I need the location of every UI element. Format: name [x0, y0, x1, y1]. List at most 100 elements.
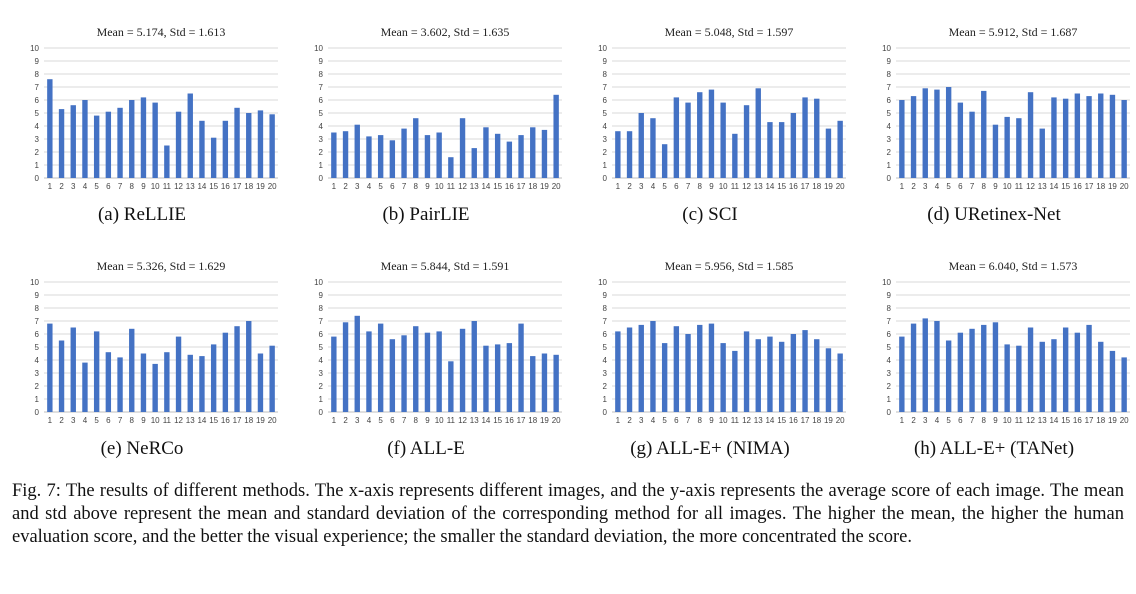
bar: [377, 323, 384, 412]
y-tick-label: 6: [35, 96, 40, 105]
x-tick-label: 1: [616, 182, 621, 191]
x-tick-label: 3: [639, 182, 644, 191]
x-tick-label: 16: [1073, 182, 1082, 191]
y-tick-label: 3: [887, 369, 892, 378]
bar: [650, 321, 656, 412]
y-tick-label: 10: [598, 44, 607, 53]
chart-panel: Mean = 5.326, Std = 1.629 0 1 2 3 4 5 6 7 8 9 10 1 2 3…: [0, 234, 284, 469]
x-tick-label: 14: [197, 416, 206, 425]
x-tick-label: 16: [221, 182, 230, 191]
x-tick-label: 14: [197, 182, 206, 191]
x-tick-label: 2: [627, 416, 632, 425]
bar: [210, 344, 217, 412]
bar: [82, 100, 88, 178]
y-tick-label: 9: [35, 291, 40, 300]
bar: [755, 339, 761, 412]
x-tick-label: 12: [742, 182, 751, 191]
x-tick-label: 7: [970, 182, 975, 191]
y-tick-label: 7: [603, 83, 608, 92]
x-tick-label: 4: [83, 182, 88, 191]
bar: [354, 124, 360, 178]
bar: [129, 100, 135, 178]
bar: [269, 114, 275, 178]
bar: [1109, 94, 1116, 178]
bar: [650, 118, 656, 178]
bar: [93, 331, 100, 412]
x-tick-label: 1: [616, 416, 621, 425]
bar: [685, 102, 691, 178]
bar: [93, 115, 100, 178]
bar: [105, 352, 112, 412]
y-tick-label: 8: [35, 304, 40, 313]
y-tick-label: 0: [887, 408, 892, 417]
y-tick-label: 4: [887, 122, 892, 131]
bar: [673, 326, 680, 412]
x-tick-label: 3: [923, 182, 928, 191]
bar: [234, 107, 240, 178]
bar: [175, 336, 182, 412]
bar: [1098, 341, 1104, 412]
x-tick-label: 7: [686, 416, 691, 425]
x-tick-label: 11: [163, 416, 172, 425]
x-tick-label: 9: [709, 416, 714, 425]
y-tick-label: 3: [603, 369, 608, 378]
x-tick-label: 5: [94, 416, 99, 425]
bar: [459, 118, 466, 178]
bar: [1051, 97, 1057, 178]
bar: [981, 324, 987, 412]
chart-title: Mean = 5.326, Std = 1.629: [97, 259, 226, 273]
y-tick-label: 7: [319, 83, 324, 92]
bar: [767, 122, 773, 178]
y-tick-label: 7: [603, 317, 608, 326]
x-tick-label: 18: [1096, 182, 1105, 191]
y-tick-label: 4: [887, 356, 892, 365]
x-tick-label: 2: [343, 182, 348, 191]
bar: [389, 339, 396, 412]
y-tick-label: 0: [603, 408, 608, 417]
x-tick-label: 5: [662, 416, 667, 425]
bar: [401, 335, 407, 412]
bar: [1004, 116, 1010, 178]
y-tick-label: 10: [882, 44, 891, 53]
x-tick-label: 10: [1003, 182, 1012, 191]
bar: [615, 331, 621, 412]
y-tick-label: 9: [319, 291, 324, 300]
x-tick-label: 15: [1061, 416, 1070, 425]
bar: [934, 321, 940, 412]
bar: [1074, 93, 1081, 178]
x-tick-label: 7: [686, 182, 691, 191]
bar: [553, 354, 559, 412]
y-tick-label: 8: [887, 304, 892, 313]
x-tick-label: 15: [209, 182, 218, 191]
x-tick-label: 18: [244, 182, 253, 191]
chart-panel: Mean = 5.956, Std = 1.585 0 1 2 3 4 5 6 7 8 9 10 1 2 3…: [568, 234, 852, 469]
y-tick-label: 6: [319, 96, 324, 105]
x-tick-label: 17: [801, 416, 810, 425]
y-tick-label: 4: [319, 356, 324, 365]
bar: [553, 94, 559, 178]
x-tick-label: 9: [993, 416, 998, 425]
bar: [140, 97, 147, 178]
bar: [1004, 344, 1010, 412]
x-tick-label: 5: [946, 182, 951, 191]
bar: [945, 340, 952, 412]
x-tick-label: 20: [268, 416, 277, 425]
x-tick-label: 8: [698, 182, 703, 191]
x-tick-label: 20: [1120, 182, 1129, 191]
x-tick-label: 7: [118, 182, 123, 191]
x-tick-label: 20: [836, 182, 845, 191]
x-tick-label: 17: [1085, 416, 1094, 425]
bar: [389, 140, 396, 178]
bar: [541, 353, 548, 412]
bar: [82, 362, 88, 412]
bar: [992, 322, 999, 412]
panel-caption: (c) SCI: [682, 204, 738, 225]
x-tick-label: 1: [900, 182, 905, 191]
y-tick-label: 0: [887, 174, 892, 183]
bar: [1016, 118, 1022, 178]
bar: [506, 141, 513, 178]
bar: [1074, 332, 1081, 412]
bar: [673, 97, 680, 178]
